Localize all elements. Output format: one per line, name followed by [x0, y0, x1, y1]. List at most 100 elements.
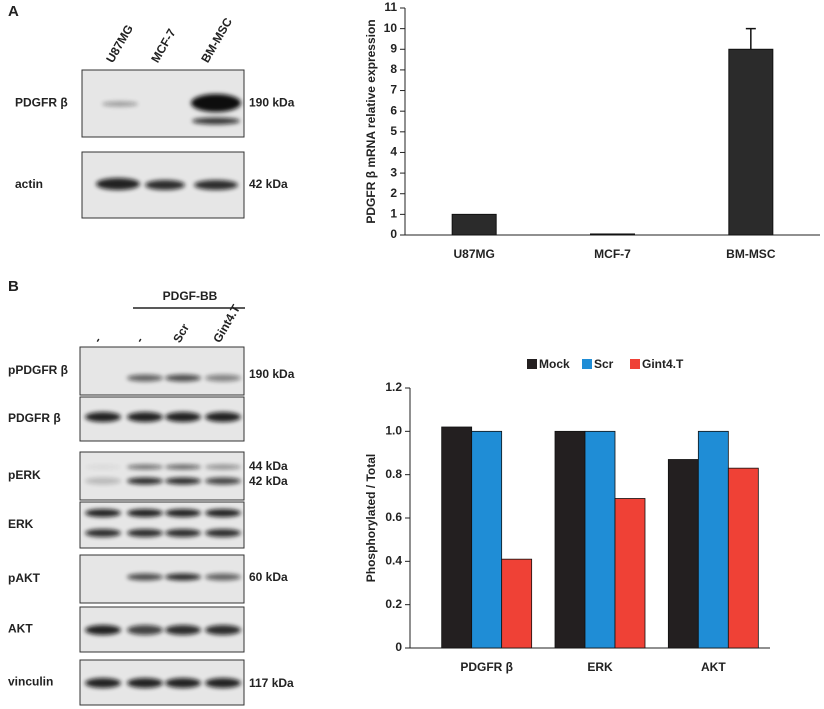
- size-label: 44 kDa: [249, 459, 288, 473]
- y-tick-label: 3: [390, 165, 397, 179]
- bar: [614, 498, 646, 649]
- blot: [79, 501, 245, 549]
- band: [85, 509, 121, 517]
- blot-label: PDGFR β: [15, 96, 68, 110]
- blot-label: pERK: [8, 468, 41, 482]
- size-label: 42 kDa: [249, 474, 288, 488]
- band: [205, 509, 241, 517]
- band: [194, 180, 238, 190]
- blot-label: AKT: [8, 622, 33, 636]
- band: [127, 625, 163, 635]
- band: [205, 374, 241, 382]
- y-tick-label: 7: [390, 83, 397, 97]
- blot-label: actin: [15, 177, 43, 191]
- y-tick-label: 10: [384, 21, 398, 35]
- x-tick-label: U87MG: [453, 247, 494, 261]
- x-tick-label: AKT: [701, 660, 726, 674]
- blot-label: pPDGFR β: [8, 363, 68, 377]
- band: [205, 529, 241, 537]
- size-label: 190 kDa: [249, 367, 295, 381]
- band: [165, 529, 201, 537]
- band: [96, 178, 140, 190]
- bar: [451, 213, 497, 236]
- size-label: 117 kDa: [249, 676, 294, 690]
- band: [127, 464, 163, 470]
- legend-label: Scr: [594, 357, 614, 371]
- legend-swatch: [527, 359, 537, 369]
- panel-label: B: [8, 278, 19, 295]
- band: [127, 573, 163, 581]
- band: [127, 678, 163, 688]
- y-tick-label: 6: [390, 103, 397, 117]
- band: [127, 529, 163, 537]
- y-axis-label: PDGFR β mRNA relative expression: [364, 19, 378, 223]
- band: [165, 374, 201, 382]
- blot-label: ERK: [8, 517, 34, 531]
- band: [85, 529, 121, 537]
- band: [205, 625, 241, 635]
- band: [165, 678, 201, 688]
- x-tick-label: PDGFR β: [460, 660, 513, 674]
- size-label: 190 kDa: [249, 96, 295, 110]
- bar: [554, 430, 586, 649]
- lane-label: -: [132, 335, 146, 345]
- band: [145, 180, 185, 190]
- y-tick-label: 0.4: [385, 554, 402, 568]
- band: [192, 117, 240, 125]
- lane-label: -: [90, 335, 104, 345]
- legend-swatch: [582, 359, 592, 369]
- error-bar: [745, 27, 756, 50]
- y-tick-label: 8: [390, 62, 397, 76]
- band: [165, 625, 201, 635]
- y-tick-label: 0: [395, 640, 402, 654]
- legend-label: Mock: [539, 357, 570, 371]
- band: [165, 412, 201, 422]
- x-tick-label: MCF-7: [594, 247, 631, 261]
- y-tick-label: 5: [390, 124, 397, 138]
- bar: [728, 48, 774, 236]
- x-tick-label: ERK: [587, 660, 613, 674]
- band: [85, 464, 121, 470]
- y-tick-label: 0.2: [385, 597, 402, 611]
- bar: [590, 233, 635, 236]
- band: [85, 625, 121, 635]
- band: [191, 94, 241, 112]
- band: [205, 464, 241, 470]
- band: [205, 678, 241, 688]
- band: [205, 477, 241, 485]
- band: [85, 412, 121, 422]
- band: [127, 477, 163, 485]
- blot-label: PDGFR β: [8, 411, 61, 425]
- y-tick-label: 11: [384, 0, 397, 14]
- blot-label: pAKT: [8, 571, 41, 585]
- treatment-label: PDGF-BB: [163, 289, 218, 303]
- y-tick-label: 0.8: [385, 467, 402, 481]
- bar: [727, 467, 759, 649]
- panel-label: A: [8, 3, 19, 20]
- y-tick-label: 0.6: [385, 510, 402, 524]
- band: [165, 477, 201, 485]
- band: [102, 101, 138, 107]
- blot: [79, 451, 245, 501]
- x-tick-label: BM-MSC: [726, 247, 776, 261]
- size-label: 42 kDa: [249, 177, 288, 191]
- bar: [584, 430, 616, 649]
- band: [85, 678, 121, 688]
- band: [205, 412, 241, 422]
- band: [165, 464, 201, 470]
- band: [85, 477, 121, 485]
- band: [205, 573, 241, 581]
- band: [127, 412, 163, 422]
- bar: [441, 426, 473, 649]
- y-tick-label: 1.2: [385, 380, 402, 394]
- y-tick-label: 0: [390, 227, 397, 241]
- blot: [79, 346, 245, 396]
- legend-label: Gint4.T: [642, 357, 684, 371]
- band: [127, 509, 163, 517]
- y-tick-label: 1.0: [385, 424, 402, 438]
- y-tick-label: 2: [390, 186, 397, 200]
- y-tick-label: 9: [390, 41, 397, 55]
- size-label: 60 kDa: [249, 570, 288, 584]
- y-tick-label: 1: [390, 207, 397, 221]
